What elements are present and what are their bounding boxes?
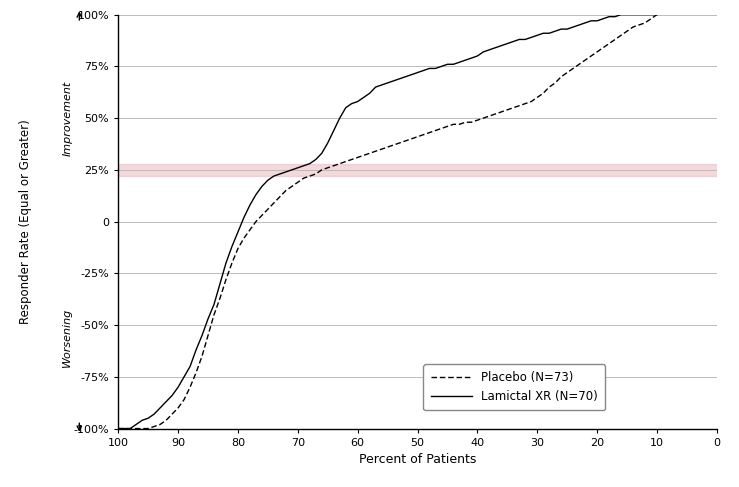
Legend: Placebo (N=73), Lamictal XR (N=70): Placebo (N=73), Lamictal XR (N=70): [423, 364, 605, 410]
Bar: [118, 164, 717, 176]
X-axis label: Percent of Patients: Percent of Patients: [359, 453, 476, 466]
Text: Improvement: Improvement: [62, 80, 72, 156]
Y-axis label: Responder Rate (Equal or Greater): Responder Rate (Equal or Greater): [19, 119, 32, 324]
Text: Worsening: Worsening: [62, 308, 72, 367]
